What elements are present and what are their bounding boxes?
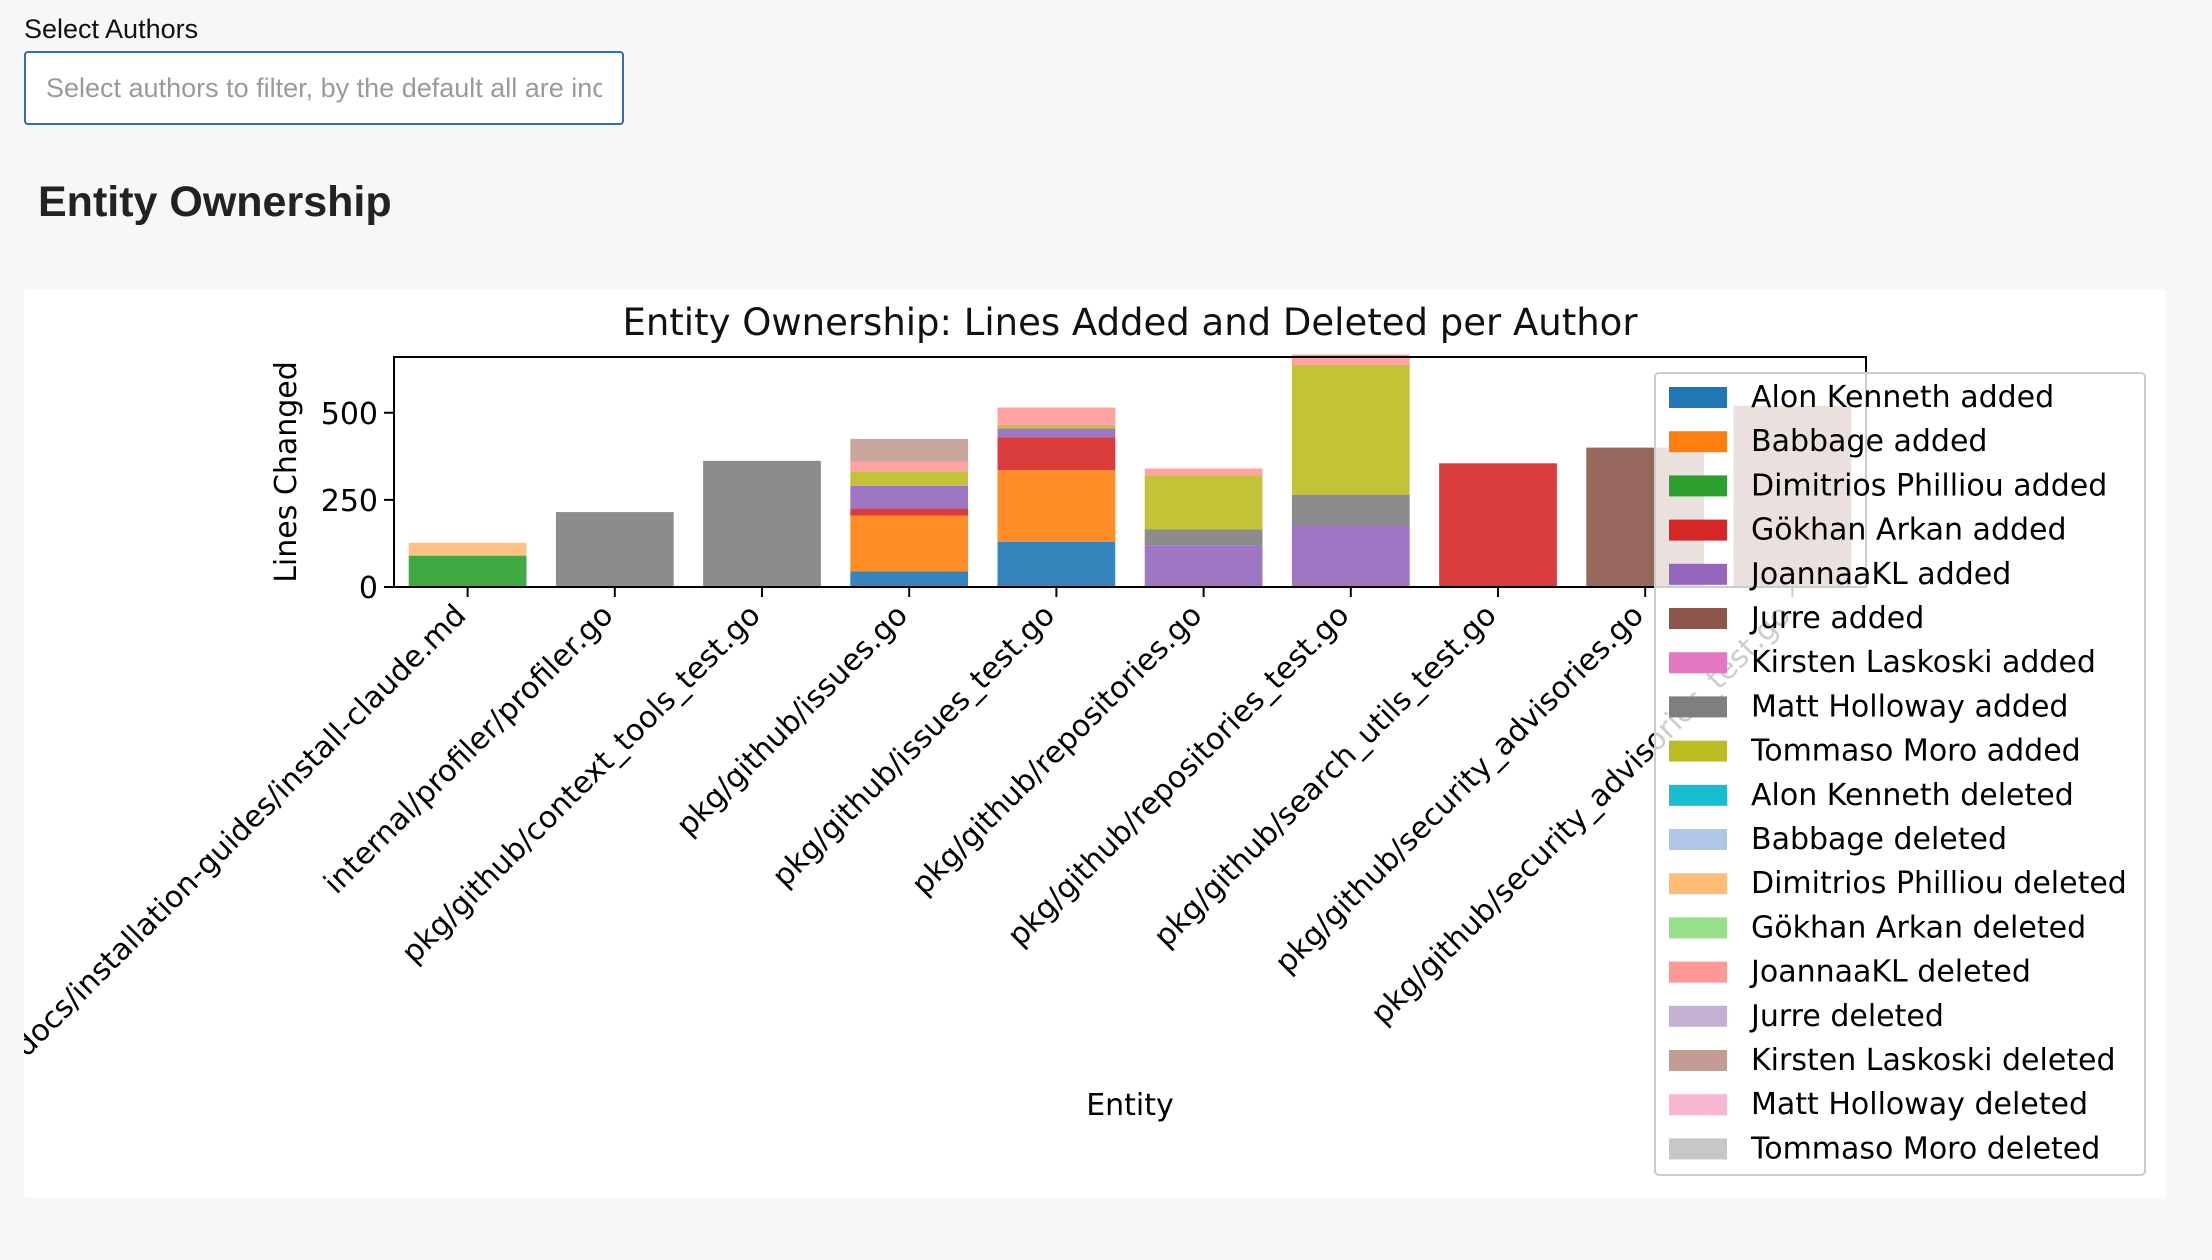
y-tick-label: 250 (321, 484, 378, 519)
bar-segment (1144, 475, 1263, 530)
legend-swatch (1669, 475, 1727, 497)
legend-label: Jurre added (1749, 601, 1924, 636)
bar-segment (1439, 463, 1557, 587)
x-tick-label: pkg/github/repositories.go (905, 598, 1209, 902)
legend-swatch (1669, 387, 1727, 408)
legend-label: JoannaaKL deleted (1749, 955, 2031, 990)
y-tick-label: 500 (321, 397, 378, 432)
chart-title: Entity Ownership: Lines Added and Delete… (622, 301, 1638, 344)
legend-label: Gökhan Arkan deleted (1751, 910, 2086, 945)
author-filter-input[interactable] (24, 51, 624, 125)
legend-label: Matt Holloway added (1751, 689, 2068, 724)
x-tick-label: pkg/github/issues_test.go (766, 598, 1062, 894)
legend-label: Alon Kenneth added (1751, 380, 2054, 415)
bar-segment (1144, 529, 1263, 546)
legend-label: Tommaso Moro deleted (1750, 1131, 2100, 1166)
bar-segment (850, 461, 969, 472)
bar-segment (850, 438, 969, 462)
legend-swatch (1669, 917, 1727, 939)
y-tick-label: 0 (359, 571, 378, 606)
bar-segment (850, 515, 969, 572)
legend-swatch (1669, 431, 1727, 453)
legend-swatch (1669, 608, 1727, 629)
legend-label: Matt Holloway deleted (1751, 1087, 2088, 1122)
bar-segment (1144, 468, 1263, 476)
chart-card: Entity Ownership: Lines Added and Delete… (24, 289, 2166, 1198)
bar-segment (1291, 494, 1410, 527)
legend-swatch (1669, 873, 1727, 895)
bar-segment (850, 471, 969, 486)
y-axis-label: Lines Changed (269, 361, 304, 583)
legend-swatch (1669, 961, 1727, 983)
bar-segment (850, 571, 969, 587)
bar-segment (850, 485, 969, 509)
author-filter-label: Select Authors (24, 14, 199, 44)
legend-swatch (1669, 519, 1727, 541)
bar-segment (1144, 545, 1263, 587)
bar-segment (1291, 526, 1410, 587)
bar-segment (997, 424, 1116, 429)
legend-label: Kirsten Laskoski added (1751, 645, 2096, 680)
section-title: Entity Ownership (38, 178, 392, 226)
x-axis-label: Entity (1086, 1088, 1174, 1123)
bar-segment (408, 542, 527, 556)
legend-swatch (1669, 652, 1727, 674)
bar-segment (1291, 354, 1410, 366)
legend-box (1654, 372, 2146, 1176)
legend-label: Kirsten Laskoski deleted (1751, 1043, 2116, 1078)
x-tick-label: internal/profiler/profiler.go (317, 598, 620, 901)
bar-segment (997, 428, 1116, 438)
legend-label: Alon Kenneth deleted (1751, 778, 2074, 813)
legend-label: Tommaso Moro added (1750, 734, 2081, 769)
legend-label: Dimitrios Philliou added (1751, 468, 2107, 503)
legend-label: Gökhan Arkan added (1751, 513, 2067, 548)
legend-label: Dimitrios Philliou deleted (1751, 866, 2127, 901)
legend-label: Babbage added (1751, 424, 1987, 459)
bar-segment (997, 437, 1116, 471)
legend-swatch (1669, 1138, 1727, 1160)
legend-swatch (1669, 563, 1727, 585)
legend-swatch (1669, 1005, 1727, 1027)
legend-swatch (1669, 740, 1727, 762)
legend-swatch (1669, 829, 1727, 850)
bar-segment (555, 512, 674, 587)
bar-segment (703, 460, 821, 587)
legend-swatch (1669, 1094, 1727, 1116)
bar-segment (850, 508, 969, 516)
legend-swatch (1669, 784, 1727, 806)
legend-swatch (1669, 1050, 1727, 1071)
bar-segment (997, 407, 1116, 425)
legend-label: Jurre deleted (1749, 999, 1944, 1034)
legend-swatch (1669, 696, 1727, 718)
entity-ownership-chart: Entity Ownership: Lines Added and Delete… (24, 301, 2146, 1176)
legend-label: Babbage deleted (1751, 822, 2007, 857)
bar-segment (408, 555, 527, 587)
bar-segment (997, 541, 1116, 587)
bar-segment (1291, 365, 1410, 495)
bar-segment (997, 470, 1116, 542)
legend-label: JoannaaKL added (1749, 557, 2011, 592)
